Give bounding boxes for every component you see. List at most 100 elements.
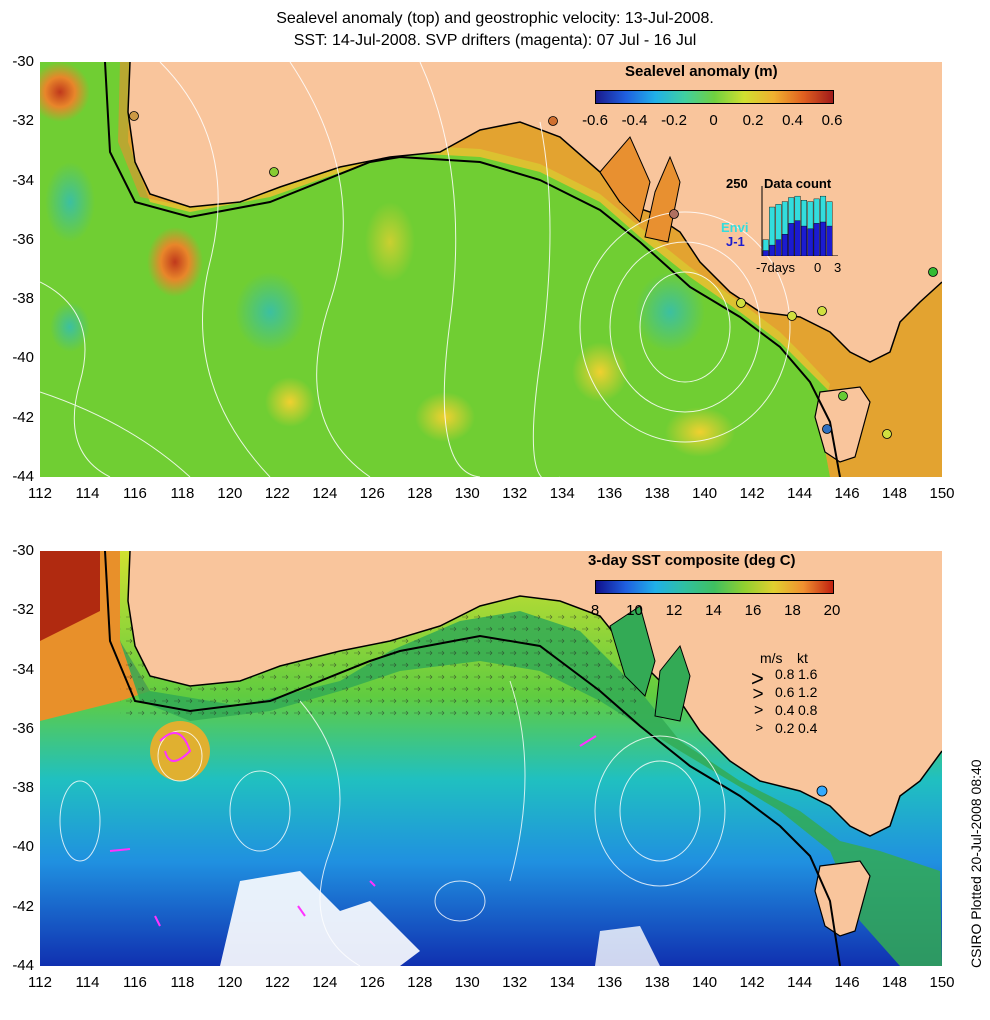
inset-bar-j1 [813,223,820,256]
lat-tick-label: -38 [12,290,34,308]
bottom-colorbar-title: 3-day SST composite (deg C) [588,552,796,569]
inset-bar-j1 [788,223,795,256]
legend-arrow-glyph: > [754,702,764,719]
legend-ms-value: 0.4 [775,702,795,718]
drifter-dot [129,111,139,121]
inset-bar-envi [762,239,769,256]
lon-tick-label: 124 [312,485,338,502]
inset-bars [761,186,838,256]
lon-tick-label: 116 [122,974,147,991]
sst-composite-map[interactable] [40,551,942,966]
colorbar-tick-label: 14 [705,602,722,619]
inset-xlabel-zero: 0 [814,260,822,275]
colorbar-tick-label: 0.4 [782,112,803,129]
lon-tick-label: 112 [28,974,52,991]
lon-tick-label: 134 [549,974,575,991]
colorbar-tick-label: 12 [665,602,683,619]
colorbar-tick-label: -0.2 [661,112,687,129]
lat-tick-label: -40 [12,838,34,856]
inset-bar-j1 [820,221,827,256]
lat-tick-label: -30 [12,53,34,70]
lon-tick-label: 116 [122,485,147,502]
inset-xlabel-end: 3 [834,260,842,275]
top-colorbar-title: Sealevel anomaly (m) [625,63,778,80]
lon-tick-label: 140 [692,974,718,991]
colorbar-tick-label: 0 [709,112,718,129]
lat-tick-label: -42 [12,408,34,426]
lon-tick-label: 142 [739,485,765,502]
lon-tick-label: 132 [502,485,528,502]
lon-tick-label: 144 [787,974,813,991]
lat-tick-label: -34 [12,171,34,189]
lon-tick-label: 134 [549,485,575,502]
lon-tick-label: 148 [882,485,908,502]
lon-tick-label: 118 [170,974,195,991]
lon-tick-label: 120 [217,485,243,502]
data-count-inset: 250 Data count Envi J-1 -7days 0 3 [700,170,850,280]
lon-tick-label: 144 [787,485,813,502]
colorbar-tick-label: -0.6 [582,112,608,129]
inset-axis [761,186,838,256]
lat-tick-label: -44 [12,468,34,485]
colorbar-tick-label: 20 [823,602,841,619]
bottom-colorbar [595,580,834,594]
lon-tick-label: 122 [264,485,290,502]
inset-bar-j1 [800,225,807,256]
inset-series-j1: J-1 [726,234,745,249]
lat-tick-label: -44 [12,957,34,974]
lat-tick-label: -36 [12,719,34,737]
inset-series-envi: Envi [721,220,749,235]
lon-tick-label: 130 [454,974,480,991]
inset-bar-j1 [826,225,833,256]
colorbar-tick-label: 0.6 [821,112,843,129]
lon-tick-label: 124 [312,974,338,991]
tasmania [814,386,871,463]
legend-kt-value: 0.8 [798,702,818,718]
lon-tick-label: 136 [597,485,623,502]
legend-header-kt: kt [797,650,808,666]
inset-bar-envi [769,206,776,256]
lon-tick-label: 120 [217,974,243,991]
colorbar-tick-label: 8 [590,602,600,619]
inset-bar-j1 [807,228,814,256]
lon-tick-label: 150 [929,974,955,991]
figure-title-line2: SST: 14-Jul-2008. SVP drifters (magenta)… [293,32,697,49]
lon-tick-label: 148 [882,974,908,991]
lon-tick-label: 130 [454,485,480,502]
lon-tick-label: 146 [834,974,860,991]
lat-tick-label: -40 [12,349,34,367]
legend-kt-value: 1.2 [798,684,818,700]
legend-arrow-glyph: > [752,684,764,705]
figure-title-line1: Sealevel anomaly (top) and geostrophic v… [276,10,714,27]
inset-title: Data count [764,176,832,191]
lon-tick-label: 128 [407,485,433,502]
lat-tick-label: -36 [12,230,34,248]
colorbar-tick-label: 16 [744,602,762,619]
lon-tick-label: 114 [75,485,100,502]
inset-bar-j1 [794,220,801,256]
lon-tick-label: 138 [644,485,670,502]
top-colorbar [595,90,834,104]
lat-tick-label: -32 [12,112,34,130]
legend-ms-value: 0.2 [775,720,795,736]
lat-tick-label: -38 [12,779,34,797]
lon-tick-label: 146 [834,485,860,502]
plot-credit: CSIRO Plotted 20-Jul-2008 08:40 [968,759,984,968]
lat-tick-label: -42 [12,897,34,915]
lon-tick-label: 122 [264,974,290,991]
lon-tick-label: 140 [692,485,718,502]
colorbar-tick-label: -0.4 [621,112,648,129]
legend-arrow-glyph: > [755,720,764,735]
sealevel-anomaly-map[interactable] [40,62,942,477]
colorbar-tick-label: 18 [784,602,801,619]
legend-arrow-glyph: > [751,666,764,691]
inset-bar-envi [781,201,788,256]
lon-tick-label: 112 [28,485,52,502]
australia-landmass [128,62,942,362]
lon-tick-label: 138 [644,974,670,991]
lat-tick-label: -34 [12,660,34,678]
inset-ymax: 250 [726,176,748,191]
lon-tick-label: 126 [359,485,385,502]
lon-tick-label: 132 [502,974,528,991]
lat-tick-label: -30 [12,542,34,559]
